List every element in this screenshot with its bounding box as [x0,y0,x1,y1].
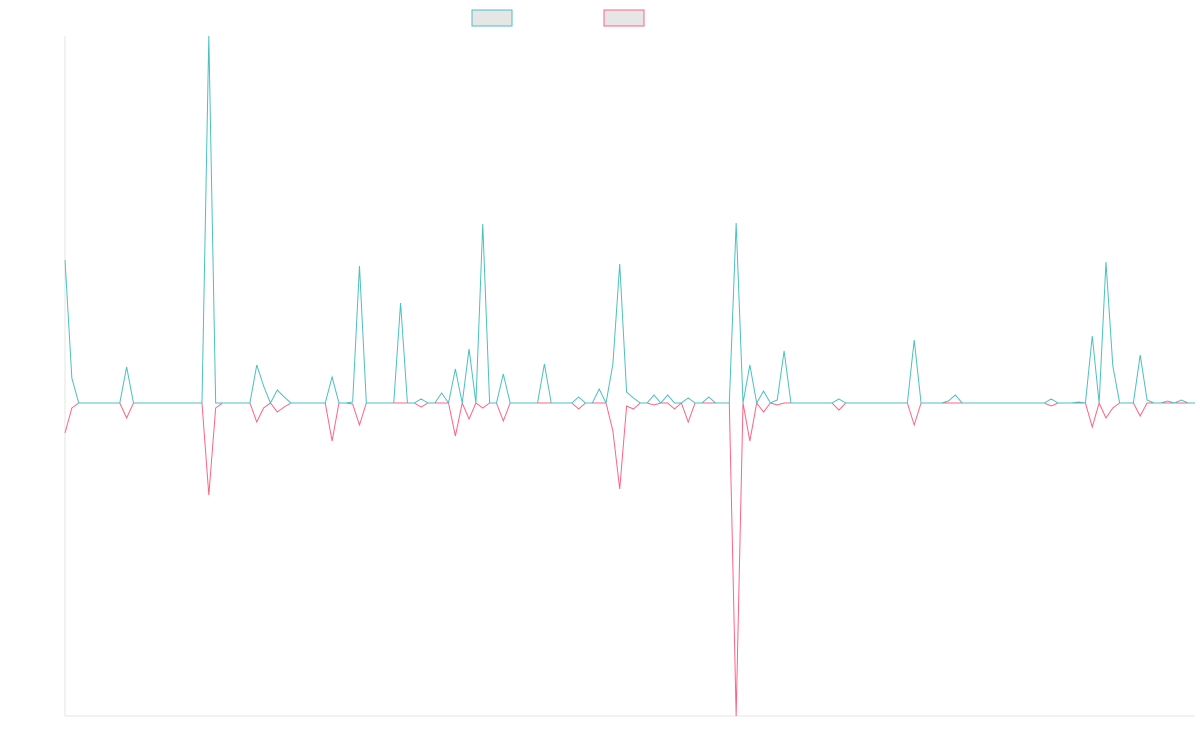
legend-swatch [603,9,645,27]
series-line [64,401,1195,717]
legend-swatch [471,9,513,27]
series-line [64,35,1195,405]
